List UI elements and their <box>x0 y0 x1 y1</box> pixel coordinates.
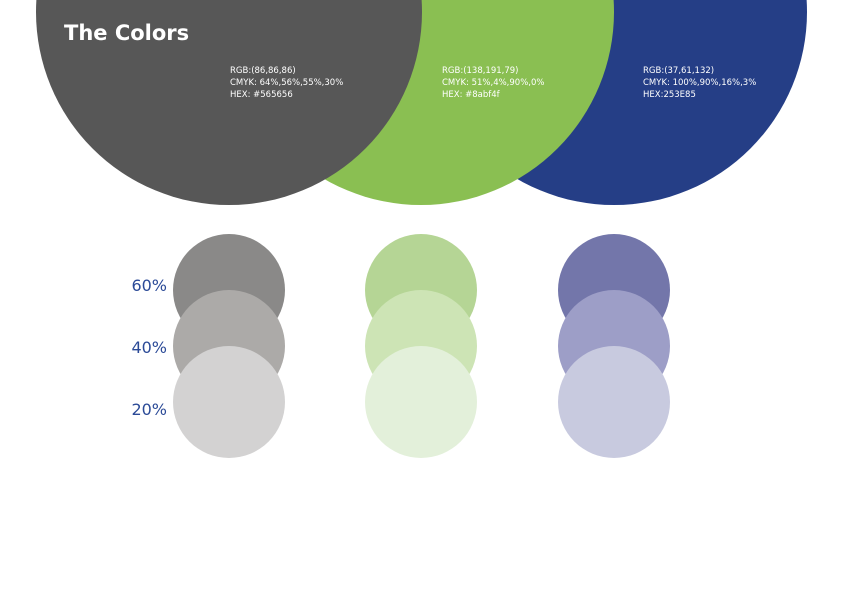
color-circle <box>36 0 422 205</box>
color-cmyk: CMYK: 51%,4%,90%,0% <box>442 78 544 88</box>
tint-swatches <box>173 234 670 458</box>
color-cmyk: CMYK: 100%,90%,16%,3% <box>643 78 756 88</box>
tint-label: 40% <box>131 338 167 357</box>
title: The Colors <box>64 21 189 45</box>
color-rgb: RGB:(86,86,86) <box>230 66 296 76</box>
color-hex: HEX:253E85 <box>643 90 696 100</box>
main-swatches <box>36 0 807 205</box>
color-rgb: RGB:(37,61,132) <box>643 66 714 76</box>
tint-circle <box>558 346 670 458</box>
color-hex: HEX: #565656 <box>230 90 293 100</box>
tint-label: 60% <box>131 276 167 295</box>
tint-circle <box>365 346 477 458</box>
tint-circle <box>173 346 285 458</box>
tint-label: 20% <box>131 400 167 419</box>
color-cmyk: CMYK: 64%,56%,55%,30% <box>230 78 343 88</box>
color-hex: HEX: #8abf4f <box>442 90 501 100</box>
color-rgb: RGB:(138,191,79) <box>442 66 519 76</box>
